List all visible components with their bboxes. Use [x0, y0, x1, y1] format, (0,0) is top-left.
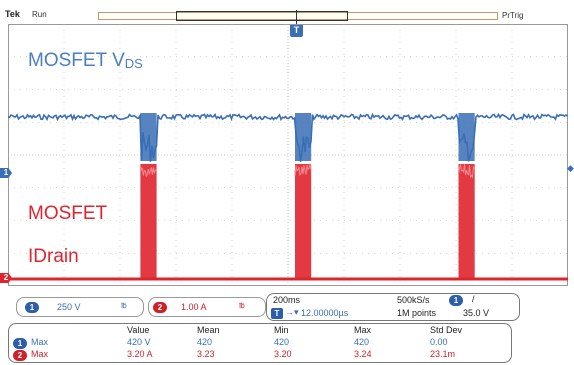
- ch2-scale: 1.00 A: [181, 302, 207, 312]
- ch2-label-line2: IDrain: [28, 246, 79, 267]
- meas-row2-max: 3.24: [354, 349, 372, 359]
- ch2-pulse-noise-1: [139, 165, 157, 177]
- meas-row1-name: Max: [31, 337, 49, 347]
- ch1-label-text: MOSFET V: [28, 50, 125, 71]
- trigger-delay-icon: T: [271, 308, 283, 319]
- trigger-source-badge: 1: [449, 295, 463, 306]
- ch2-pulse-2: [295, 164, 312, 279]
- horizontal-position: 12.00000µs: [301, 308, 349, 318]
- ch2-pulse-3: [458, 164, 475, 279]
- ch1-badge: 1: [25, 302, 39, 313]
- ch1-pulse-3: [458, 113, 475, 161]
- ch1-bandwidth-icon: ℔: [121, 303, 127, 310]
- meas-row2-min: 3.20: [274, 349, 292, 359]
- record-view-bar[interactable]: [98, 12, 498, 20]
- trigger-position-indicator: [296, 10, 297, 24]
- trigger-mode: PrTrig: [502, 11, 524, 20]
- record-view-window[interactable]: [176, 11, 348, 21]
- ch1-scale-readout[interactable]: 1 250 V ℔: [16, 297, 144, 317]
- ch1-label-subscript: DS: [124, 56, 143, 71]
- ch2-scale-readout[interactable]: 2 1.00 A ℔: [148, 297, 266, 317]
- horizontal-scale: 200ms: [273, 295, 301, 305]
- ch1-scale: 250 V: [57, 302, 81, 312]
- ch2-pulse-1: [140, 164, 157, 279]
- ch1-label: MOSFET VDS: [28, 50, 143, 72]
- sample-rate: 500kS/s: [397, 295, 430, 305]
- meas-row1-badge: 1: [13, 338, 27, 349]
- meas-row1-max: 420: [354, 337, 370, 347]
- trigger-position-marker[interactable]: T: [290, 24, 303, 37]
- meas-header-max: Max: [354, 325, 372, 335]
- trigger-slope-icon: /: [472, 294, 475, 304]
- waveform-screen[interactable]: [8, 24, 568, 286]
- meas-row1-stddev: 0.00: [430, 337, 448, 347]
- ch1-pulse-2: [295, 113, 312, 161]
- meas-row1-mean: 420: [197, 337, 213, 347]
- meas-header-mean: Mean: [197, 325, 220, 335]
- ch1-ground-marker[interactable]: 1: [0, 168, 12, 178]
- ch2-pulse-noise-3: [458, 164, 475, 179]
- measurement-table[interactable]: Value Mean Min Max Std Dev 1 Max 420 V 4…: [8, 323, 512, 363]
- meas-row1-value: 420 V: [127, 337, 151, 347]
- meas-row2-stddev: 23.1m: [430, 349, 456, 359]
- ch2-label-line1: MOSFET: [28, 203, 108, 224]
- meas-row2-name: Max: [31, 349, 49, 359]
- meas-row2-mean: 3.23: [197, 349, 215, 359]
- waveform-graticule: [8, 24, 568, 286]
- brand-logo: Tek: [5, 9, 20, 19]
- ch2-pulse-noise-2: [294, 163, 312, 177]
- top-status-bar: Tek Run PrTrig: [0, 0, 574, 24]
- status-bar: 1 250 V ℔ 2 1.00 A ℔ 200ms 500kS/s 1 / T…: [8, 293, 566, 321]
- run-state[interactable]: Run: [32, 10, 47, 19]
- ch2-ground-marker[interactable]: 2: [0, 273, 12, 283]
- ch2-badge: 2: [153, 302, 167, 313]
- trigger-level-arrow-icon: ◆: [567, 163, 574, 173]
- trigger-level: 35.0 V: [463, 308, 490, 318]
- meas-header-value: Value: [127, 325, 150, 335]
- record-length: 1M points: [397, 308, 437, 318]
- delay-arrow-icon: →▾: [285, 307, 299, 317]
- timebase-readout[interactable]: 200ms 500kS/s 1 / T →▾ 12.00000µs 1M poi…: [266, 293, 520, 321]
- meas-row2-badge: 2: [13, 350, 27, 361]
- ch1-pulse-1: [140, 113, 157, 161]
- meas-header-min: Min: [274, 325, 289, 335]
- meas-row1-min: 420: [274, 337, 290, 347]
- meas-row2-value: 3.20 A: [127, 349, 153, 359]
- meas-header-stddev: Std Dev: [430, 325, 463, 335]
- ch2-bandwidth-icon: ℔: [239, 303, 245, 310]
